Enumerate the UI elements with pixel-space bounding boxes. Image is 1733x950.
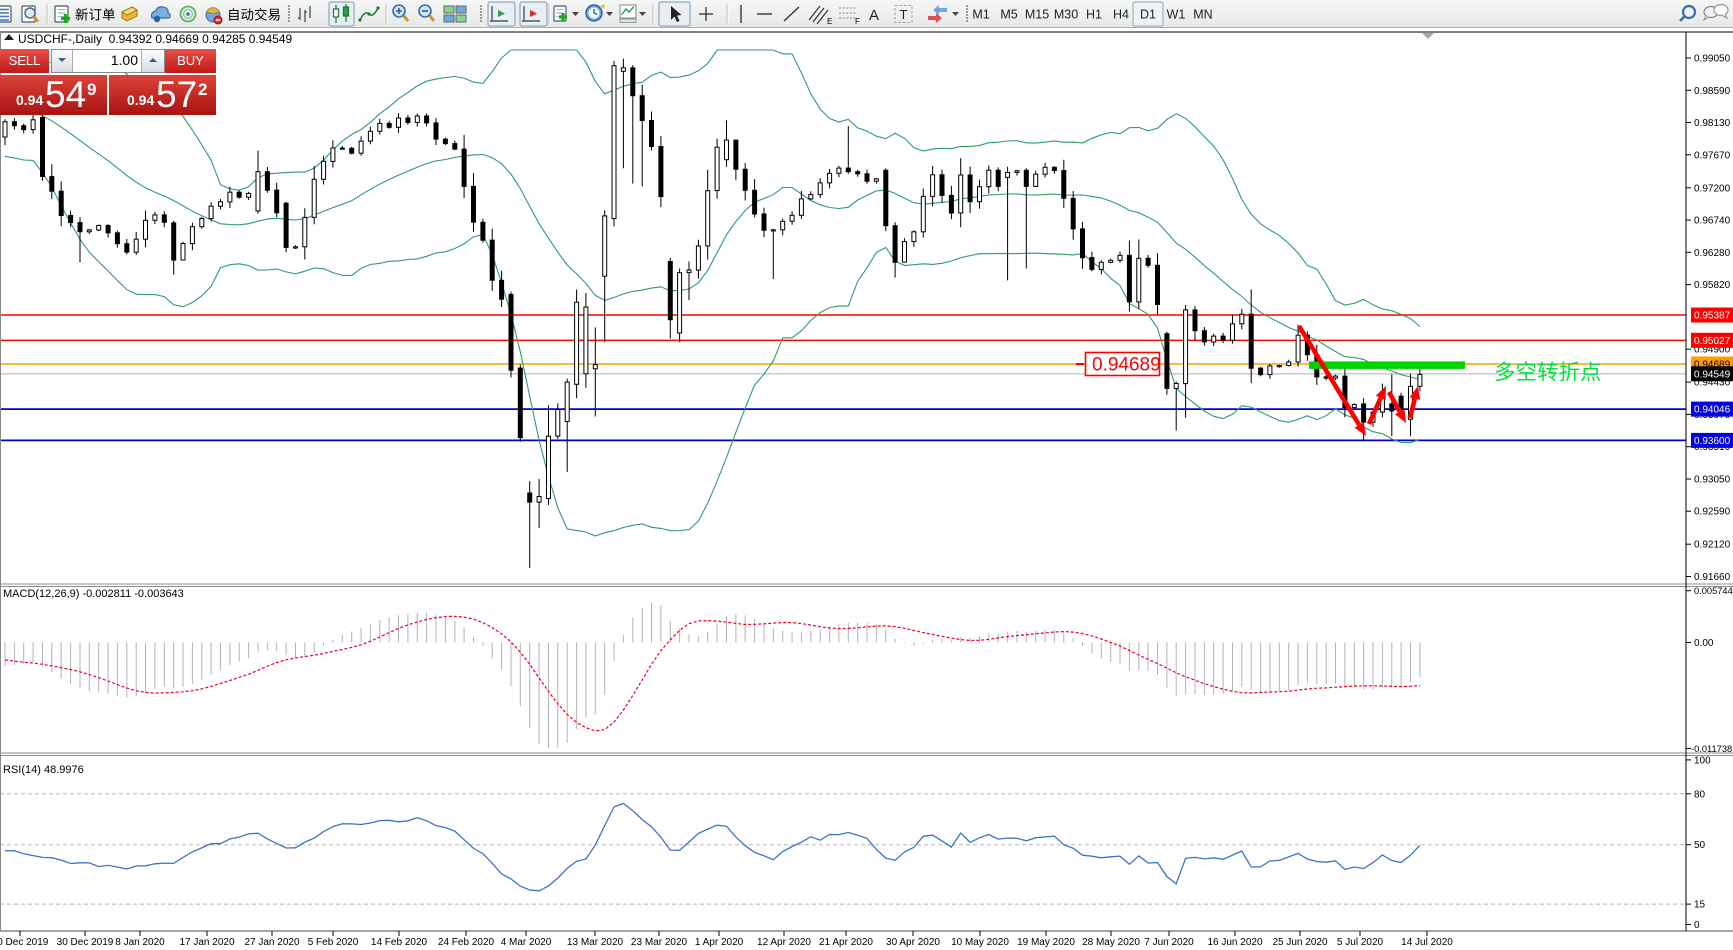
- svg-text:4 Mar 2020: 4 Mar 2020: [501, 937, 552, 948]
- svg-text:16 Jun 2020: 16 Jun 2020: [1207, 937, 1262, 948]
- svg-text:0.97670: 0.97670: [1694, 150, 1731, 161]
- svg-text:27 Jan 2020: 27 Jan 2020: [244, 937, 299, 948]
- svg-text:0.99050: 0.99050: [1694, 54, 1731, 65]
- svg-text:W1: W1: [1167, 8, 1186, 22]
- svg-text:17 Jan 2020: 17 Jan 2020: [179, 937, 234, 948]
- svg-text:M30: M30: [1054, 8, 1078, 22]
- svg-text:50: 50: [1694, 840, 1706, 851]
- svg-text:80: 80: [1694, 789, 1706, 800]
- svg-text:H4: H4: [1113, 8, 1129, 22]
- svg-text:0.94689: 0.94689: [1694, 360, 1731, 371]
- svg-text:M15: M15: [1025, 8, 1049, 22]
- svg-text:F: F: [855, 17, 860, 26]
- svg-text:0.98590: 0.98590: [1694, 86, 1731, 97]
- svg-text:0.92590: 0.92590: [1694, 507, 1731, 518]
- svg-text:-0.011738: -0.011738: [1691, 744, 1732, 754]
- svg-text:0.95387: 0.95387: [1694, 311, 1731, 322]
- svg-text:20 Dec 2019: 20 Dec 2019: [0, 937, 49, 948]
- svg-text:0.94046: 0.94046: [1694, 405, 1731, 416]
- svg-text:23 Mar 2020: 23 Mar 2020: [631, 937, 688, 948]
- svg-text:0.96280: 0.96280: [1694, 248, 1731, 259]
- svg-text:25 Jun 2020: 25 Jun 2020: [1272, 937, 1327, 948]
- svg-text:0.97200: 0.97200: [1694, 183, 1731, 194]
- svg-text:0.94549: 0.94549: [1694, 369, 1731, 380]
- svg-text:0.95027: 0.95027: [1694, 336, 1731, 347]
- svg-text:0.95820: 0.95820: [1694, 280, 1731, 291]
- svg-text:0.93050: 0.93050: [1694, 475, 1731, 486]
- svg-text:M5: M5: [1000, 8, 1017, 22]
- svg-text:0.96740: 0.96740: [1694, 216, 1731, 227]
- svg-text:24 Feb 2020: 24 Feb 2020: [438, 937, 495, 948]
- svg-text:H1: H1: [1086, 8, 1102, 22]
- svg-text:0.94900: 0.94900: [1694, 345, 1731, 356]
- svg-text:5 Feb 2020: 5 Feb 2020: [308, 937, 359, 948]
- svg-text:5 Jul 2020: 5 Jul 2020: [1337, 937, 1384, 948]
- svg-text:0.98130: 0.98130: [1694, 118, 1731, 129]
- svg-text:0.92120: 0.92120: [1694, 540, 1731, 551]
- svg-text:0.91660: 0.91660: [1694, 572, 1731, 583]
- svg-text:RSI(14) 48.9976: RSI(14) 48.9976: [3, 764, 84, 776]
- svg-text:0.005744: 0.005744: [1694, 586, 1733, 596]
- svg-text:7 Jun 2020: 7 Jun 2020: [1144, 937, 1194, 948]
- svg-text:0.00: 0.00: [1694, 638, 1714, 649]
- svg-text:0.93600: 0.93600: [1694, 436, 1731, 447]
- svg-text:15: 15: [1694, 900, 1706, 911]
- svg-text:USDCHF-,Daily 0.94392 0.94669: USDCHF-,Daily 0.94392 0.94669 0.94285 0.…: [18, 32, 293, 46]
- svg-text:1 Apr 2020: 1 Apr 2020: [695, 937, 744, 948]
- svg-text:M1: M1: [972, 8, 989, 22]
- svg-text:12 Apr 2020: 12 Apr 2020: [757, 937, 811, 948]
- svg-text:14 Feb 2020: 14 Feb 2020: [371, 937, 428, 948]
- svg-text:0.94430: 0.94430: [1694, 378, 1731, 389]
- svg-text:14 Jul 2020: 14 Jul 2020: [1401, 937, 1453, 948]
- svg-text:MN: MN: [1193, 8, 1212, 22]
- svg-text:0: 0: [1694, 920, 1700, 931]
- svg-text:21 Apr 2020: 21 Apr 2020: [819, 937, 873, 948]
- svg-text:100: 100: [1694, 755, 1711, 766]
- svg-text:13 Mar 2020: 13 Mar 2020: [567, 937, 624, 948]
- svg-text:E: E: [827, 17, 832, 26]
- svg-text:30 Dec 2019: 30 Dec 2019: [57, 937, 114, 948]
- svg-text:A: A: [869, 7, 879, 24]
- svg-text:10 May 2020: 10 May 2020: [951, 937, 1009, 948]
- svg-text:28 May 2020: 28 May 2020: [1082, 937, 1140, 948]
- svg-text:0.94689: 0.94689: [1092, 355, 1161, 376]
- svg-text:T: T: [900, 7, 908, 22]
- svg-text:19 May 2020: 19 May 2020: [1017, 937, 1075, 948]
- svg-text:MACD(12,26,9) -0.002811 -0.003: MACD(12,26,9) -0.002811 -0.003643: [3, 588, 184, 600]
- svg-text:D1: D1: [1140, 8, 1156, 22]
- svg-text:30 Apr 2020: 30 Apr 2020: [886, 937, 940, 948]
- svg-text:8 Jan 2020: 8 Jan 2020: [115, 937, 165, 948]
